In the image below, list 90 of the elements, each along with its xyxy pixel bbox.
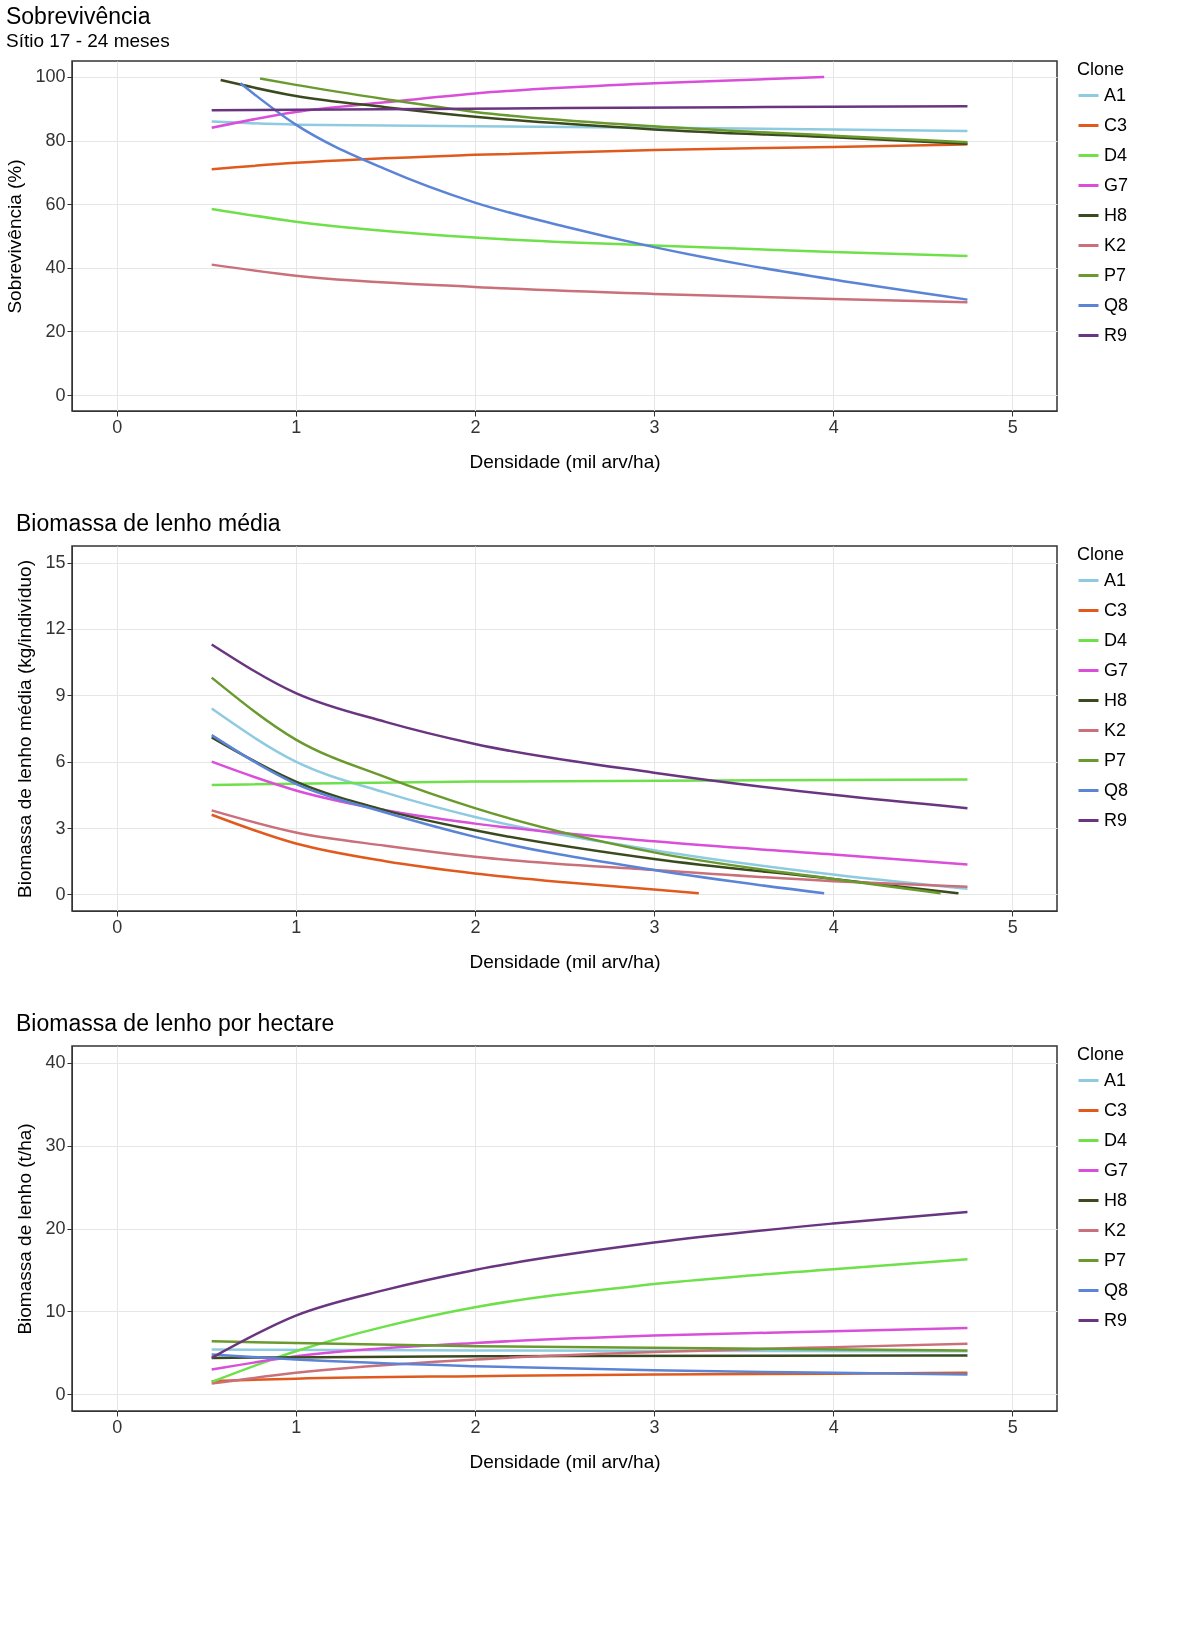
line-series xyxy=(210,1257,969,1384)
legend-label: A1 xyxy=(1104,1069,1127,1090)
line-series xyxy=(210,1326,969,1371)
y-tick-label: 20 xyxy=(45,1218,66,1238)
y-tick-label: 30 xyxy=(45,1135,66,1156)
x-tick-label: 1 xyxy=(291,916,302,937)
x-tick-label: 3 xyxy=(649,1416,660,1437)
y-axis-title: Biomassa de lenho (t/ha) xyxy=(14,1123,36,1335)
legend-label: Q8 xyxy=(1104,1279,1129,1300)
x-tick-label: 2 xyxy=(470,416,481,437)
chart-title: Biomassa de lenho por hectare xyxy=(15,1010,335,1036)
y-tick-label: 60 xyxy=(45,193,66,214)
y-tick-label: 40 xyxy=(45,257,66,278)
x-tick-label: 5 xyxy=(1007,916,1018,937)
x-tick-label: 0 xyxy=(112,1416,123,1437)
legend-label: D4 xyxy=(1104,629,1128,650)
x-axis-title: Densidade (mil arv/ha) xyxy=(469,1450,661,1472)
x-tick-label: 3 xyxy=(649,416,660,437)
x-axis-title: Densidade (mil arv/ha) xyxy=(469,450,661,472)
legend-label: G7 xyxy=(1104,659,1129,680)
legend-label: P7 xyxy=(1104,749,1127,770)
legend-label: G7 xyxy=(1104,1159,1129,1180)
y-tick-label: 12 xyxy=(45,618,66,639)
legend-label: C3 xyxy=(1104,114,1128,135)
legend-title: Clone xyxy=(1077,59,1125,79)
y-tick-label: 20 xyxy=(45,320,66,341)
y-axis-title: Sobrevivência (%) xyxy=(4,159,26,314)
line-series xyxy=(210,809,969,888)
y-tick-label: 80 xyxy=(45,130,66,151)
legend-label: K2 xyxy=(1104,234,1127,255)
line-series xyxy=(210,760,969,866)
y-tick-label: 10 xyxy=(45,1300,66,1321)
y-tick-label: 6 xyxy=(55,751,66,772)
y-tick-label: 3 xyxy=(55,817,66,838)
x-tick-label: 1 xyxy=(291,1416,302,1437)
x-tick-label: 2 xyxy=(470,916,481,937)
x-tick-label: 5 xyxy=(1007,1416,1018,1437)
y-axis-title: Biomassa de lenho média (kg/indivíduo) xyxy=(14,560,36,898)
line-series xyxy=(210,207,969,258)
legend-label: C3 xyxy=(1104,599,1128,620)
x-axis-title: Densidade (mil arv/ha) xyxy=(469,950,661,972)
y-tick-label: 40 xyxy=(45,1052,66,1073)
legend-label: R9 xyxy=(1104,1309,1128,1330)
line-series xyxy=(210,1353,969,1376)
x-tick-label: 4 xyxy=(828,916,839,937)
line-series xyxy=(210,75,826,130)
chart-title: Biomassa de lenho média xyxy=(15,510,281,536)
x-tick-label: 4 xyxy=(828,416,839,437)
line-series xyxy=(210,733,826,895)
y-tick-label: 0 xyxy=(55,883,66,904)
y-tick-label: 0 xyxy=(55,384,66,405)
legend-title: Clone xyxy=(1077,544,1125,564)
y-tick-label: 15 xyxy=(45,552,66,573)
legend-label: D4 xyxy=(1104,144,1128,165)
x-tick-label: 1 xyxy=(291,416,302,437)
legend-label: P7 xyxy=(1104,264,1127,285)
legend-label: H8 xyxy=(1104,1189,1128,1210)
legend-label: Q8 xyxy=(1104,779,1129,800)
x-tick-label: 0 xyxy=(112,416,123,437)
x-tick-label: 4 xyxy=(828,1416,839,1437)
y-tick-label: 9 xyxy=(55,684,66,705)
legend-label: R9 xyxy=(1104,324,1128,345)
line-series xyxy=(210,813,701,895)
legend-label: H8 xyxy=(1104,204,1128,225)
line-series xyxy=(210,1210,969,1360)
legend-label: A1 xyxy=(1104,84,1127,105)
legend-label: P7 xyxy=(1104,1249,1127,1270)
line-series xyxy=(210,143,969,171)
x-tick-label: 2 xyxy=(470,1416,481,1437)
legend-label: K2 xyxy=(1104,719,1127,740)
legend-label: R9 xyxy=(1104,809,1128,830)
line-series xyxy=(210,643,969,810)
legend-label: G7 xyxy=(1104,174,1129,195)
x-tick-label: 5 xyxy=(1007,416,1018,437)
y-tick-label: 100 xyxy=(35,66,66,87)
x-tick-label: 0 xyxy=(112,916,123,937)
chart-subtitle: Sítio 17 - 24 meses xyxy=(5,30,170,51)
y-tick-label: 0 xyxy=(55,1383,66,1404)
legend-label: C3 xyxy=(1104,1099,1128,1120)
line-series xyxy=(210,676,942,895)
legend-label: D4 xyxy=(1104,1129,1128,1150)
line-series xyxy=(239,82,969,301)
x-tick-label: 3 xyxy=(649,916,660,937)
legend-label: Q8 xyxy=(1104,294,1129,315)
chart-title: Sobrevivência xyxy=(5,3,151,29)
legend-title: Clone xyxy=(1077,1044,1125,1064)
legend-label: K2 xyxy=(1104,1219,1127,1240)
line-series xyxy=(210,263,969,304)
legend-label: A1 xyxy=(1104,569,1127,590)
legend-label: H8 xyxy=(1104,689,1128,710)
